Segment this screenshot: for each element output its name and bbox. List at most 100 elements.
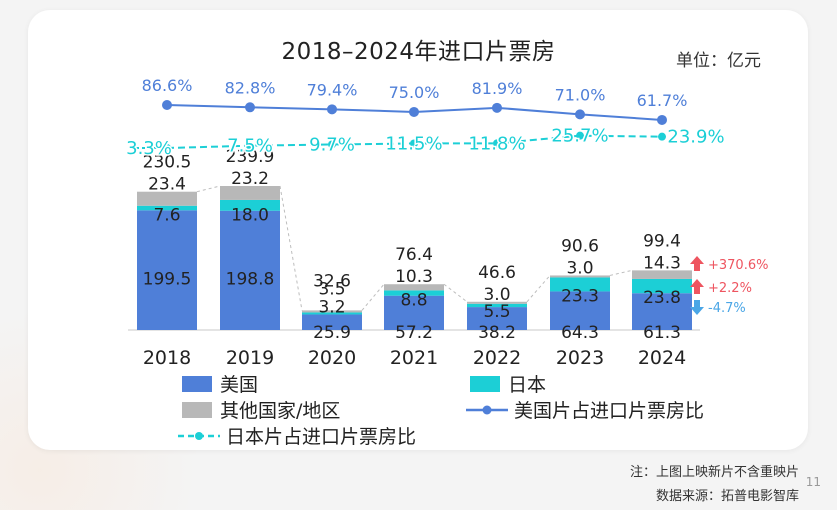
page-number: 11 <box>805 475 821 489</box>
legend-other: 其他国家/地区 <box>182 396 340 423</box>
label-japan-share-2020: 9.7% <box>309 134 355 155</box>
connector-2021-2022 <box>443 283 468 303</box>
bar-usa-2018 <box>137 210 197 330</box>
x-tick-2024: 2024 <box>638 347 686 369</box>
point-usa-share-2018 <box>162 100 172 110</box>
label-japan-share-2018: 3.3% <box>126 138 172 159</box>
legend-japan: 日本 <box>470 370 546 397</box>
x-tick-2021: 2021 <box>390 347 438 369</box>
connector-2022-2023 <box>526 275 551 303</box>
total-2020: 32.6 <box>313 271 351 291</box>
bar-other-2024 <box>632 270 692 279</box>
total-2021: 76.4 <box>395 245 433 265</box>
point-usa-share-2019 <box>245 102 255 113</box>
x-tick-2022: 2022 <box>473 347 521 369</box>
bar-usa-2019 <box>220 210 280 330</box>
legend-usa-share-icon <box>466 405 508 414</box>
bar-japan-2021 <box>384 290 444 296</box>
point-usa-share-2022 <box>492 102 502 113</box>
label-usa-share-2021: 75.0% <box>389 83 440 102</box>
value-other-2024: 14.3 <box>643 253 681 273</box>
value-other-2021: 10.3 <box>395 267 433 287</box>
bar-japan-2024 <box>632 278 692 294</box>
legend-other-swatch <box>182 401 212 418</box>
change-label-2: -4.7% <box>708 301 746 316</box>
point-usa-share-2024 <box>657 114 667 125</box>
bar-usa-2020 <box>302 314 362 330</box>
label-usa-share-2022: 81.9% <box>472 79 523 98</box>
value-usa-2020: 25.9 <box>313 323 351 343</box>
label-japan-share-2022: 11.8% <box>468 133 525 154</box>
total-2018: 230.5 <box>143 153 192 173</box>
bar-japan-2018 <box>137 205 197 211</box>
value-japan-2018: 7.6 <box>153 205 180 225</box>
change-label-1: +2.2% <box>708 281 752 296</box>
value-usa-2018: 199.5 <box>143 270 192 290</box>
value-usa-2024: 61.3 <box>643 323 681 343</box>
change-label-0: +370.6% <box>708 258 768 273</box>
legend-japan-label: 日本 <box>508 374 547 396</box>
legend-japan-share-label: 日本片占进口片票房比 <box>226 426 417 448</box>
value-japan-2024: 23.8 <box>643 288 681 308</box>
label-japan-share-2021: 11.5% <box>385 133 442 154</box>
value-japan-2021: 8.8 <box>400 291 427 311</box>
unit-label: 单位：亿元 <box>676 51 761 71</box>
x-tick-2018: 2018 <box>143 347 191 369</box>
connector-2018-2019 <box>196 185 221 193</box>
total-2022: 46.6 <box>478 263 516 283</box>
legend-japan-swatch <box>470 375 500 392</box>
footnote: 注：上图上映新片不含重映片 <box>629 465 799 480</box>
point-japan-share-2021 <box>410 139 418 148</box>
bar-other-2021 <box>384 284 444 291</box>
legend-usa-share: 美国片占进口片票房比 <box>466 396 704 423</box>
x-tick-2020: 2020 <box>308 347 356 369</box>
value-other-2020: 3.5 <box>318 279 345 299</box>
source-note: 数据来源：拓普电影智库 <box>655 489 799 504</box>
label-usa-share-2024: 61.7% <box>637 91 688 110</box>
point-japan-share-2018 <box>163 144 171 152</box>
bar-other-2019 <box>220 186 280 200</box>
bar-usa-2024 <box>632 293 692 330</box>
value-japan-2020: 3.2 <box>318 297 345 317</box>
connector-2023-2024 <box>609 269 633 276</box>
label-usa-share-2019: 82.8% <box>225 78 276 97</box>
point-japan-share-2019 <box>246 141 254 150</box>
arrow-up-icon-0 <box>690 256 704 271</box>
legend-other-label: 其他国家/地区 <box>220 400 341 422</box>
point-japan-share-2024 <box>658 132 666 141</box>
total-2023: 90.6 <box>561 236 599 256</box>
bar-other-2023 <box>550 275 610 278</box>
point-usa-share-2021 <box>409 106 419 117</box>
value-japan-2022: 5.5 <box>483 302 510 322</box>
legend-usa-label: 美国 <box>220 374 259 396</box>
label-usa-share-2018: 86.6% <box>142 76 193 95</box>
bar-other-2022 <box>467 301 527 304</box>
point-japan-share-2020 <box>328 140 336 149</box>
label-japan-share-2023: 25.7% <box>551 126 608 147</box>
value-other-2019: 23.2 <box>231 169 269 189</box>
label-usa-share-2020: 79.4% <box>307 80 358 99</box>
x-tick-2023: 2023 <box>556 347 604 369</box>
legend-japan-share: 日本片占进口片票房比 <box>178 422 416 449</box>
bar-japan-2019 <box>220 199 280 211</box>
value-usa-2021: 57.2 <box>395 323 433 343</box>
value-usa-2019: 198.8 <box>226 270 275 290</box>
value-other-2022: 3.0 <box>483 285 510 305</box>
bar-japan-2023 <box>550 277 610 292</box>
bar-other-2018 <box>137 191 197 206</box>
point-usa-share-2023 <box>575 109 585 120</box>
label-usa-share-2023: 71.0% <box>555 85 606 104</box>
legend-usa-swatch <box>182 375 212 392</box>
legend-japan-share-icon <box>178 431 220 440</box>
bar-other-2020 <box>302 310 362 313</box>
value-japan-2019: 18.0 <box>231 206 269 226</box>
value-other-2023: 3.0 <box>566 258 593 278</box>
arrow-up-icon-1 <box>690 279 704 294</box>
point-japan-share-2023 <box>576 131 584 140</box>
label-japan-share-2024: 23.9% <box>667 127 724 148</box>
total-2019: 239.9 <box>226 147 275 167</box>
value-japan-2023: 23.3 <box>561 286 599 306</box>
arrow-down-icon-2 <box>690 300 704 315</box>
legend-usa: 美国 <box>182 370 258 397</box>
